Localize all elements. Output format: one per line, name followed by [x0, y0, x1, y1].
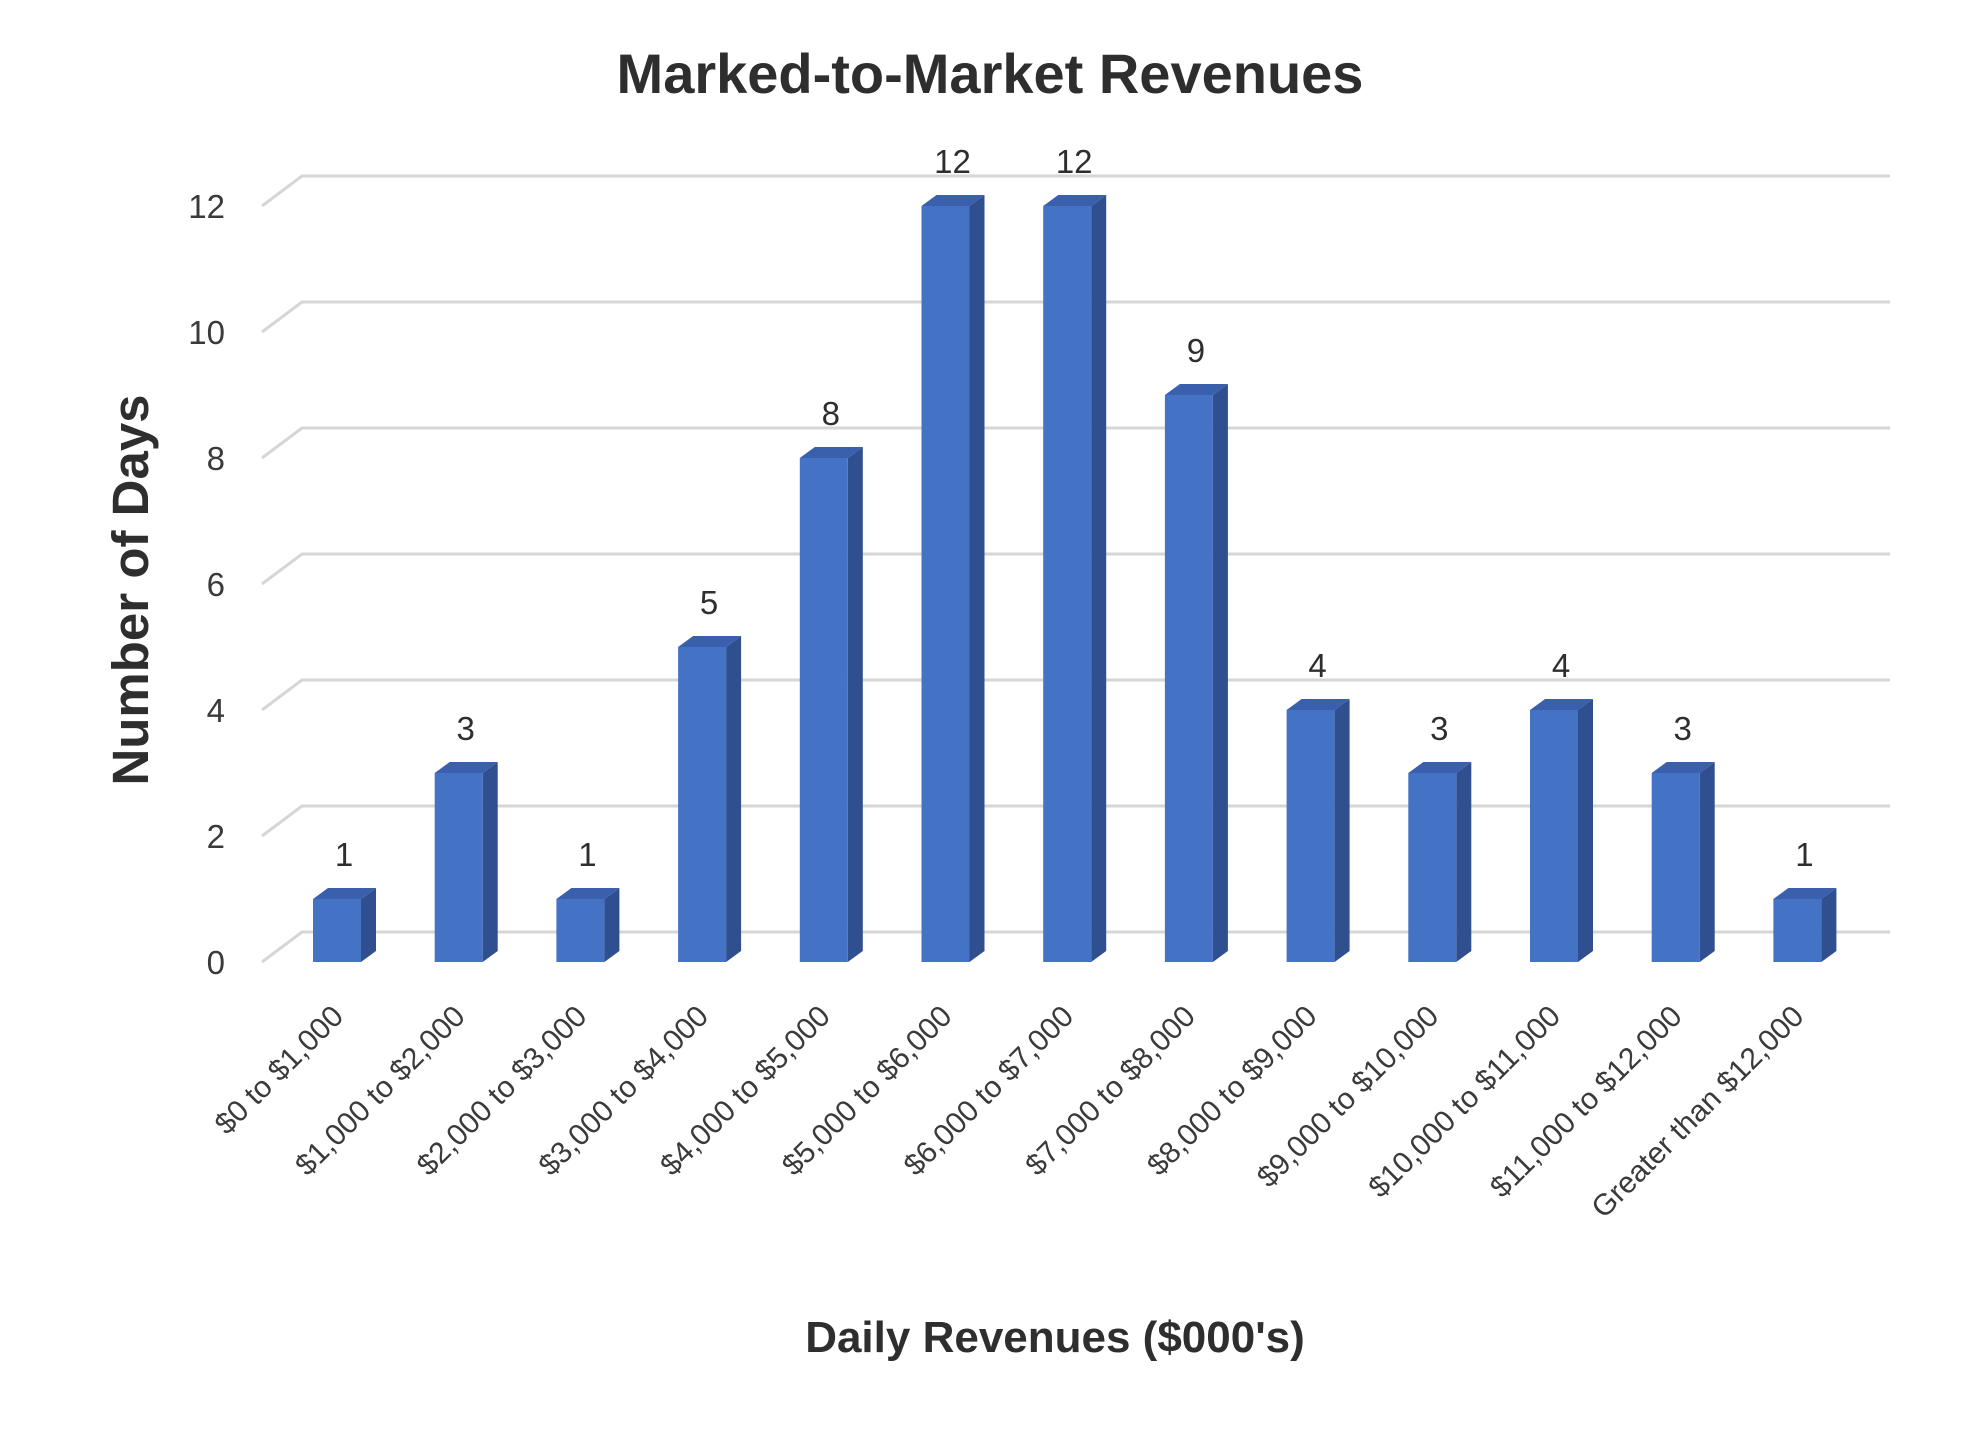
bar	[1651, 762, 1715, 962]
bar-side	[1212, 384, 1228, 962]
bar	[1530, 699, 1593, 962]
bar-side	[361, 888, 376, 962]
data-label: 1	[1795, 836, 1813, 873]
bar-side	[1091, 195, 1107, 962]
gridline	[261, 804, 1890, 838]
gridline	[261, 300, 1890, 334]
bar-front	[1773, 899, 1822, 962]
y-tick-label: 0	[207, 944, 225, 981]
bar-top	[678, 636, 742, 647]
data-label: 1	[335, 836, 353, 873]
bar	[434, 762, 498, 962]
y-tick-label: 4	[207, 692, 225, 729]
bar	[1773, 888, 1837, 962]
bar-front	[921, 206, 970, 962]
data-label: 3	[1674, 710, 1692, 747]
bar-front	[313, 899, 361, 962]
bar-front	[556, 899, 605, 962]
gridline	[261, 426, 1890, 460]
bar	[799, 447, 863, 962]
bar-top	[1651, 762, 1715, 773]
bar-top	[556, 888, 620, 899]
data-label: 3	[1430, 710, 1448, 747]
bar-side	[726, 636, 742, 962]
data-label: 8	[822, 395, 840, 432]
data-label: 3	[457, 710, 475, 747]
y-tick-label: 8	[207, 440, 225, 477]
bar-front	[1530, 710, 1578, 962]
data-label: 4	[1552, 647, 1570, 684]
y-tick-label: 2	[207, 818, 225, 855]
gridlines	[261, 174, 1890, 964]
bar-front	[1408, 773, 1457, 962]
data-label: 5	[700, 584, 718, 621]
bar-top	[799, 447, 863, 458]
bar-side	[1821, 888, 1837, 962]
bar-side	[847, 447, 863, 962]
bar-top	[1286, 699, 1350, 710]
bar-side	[482, 762, 498, 962]
bar-front	[1164, 395, 1213, 962]
bar	[1408, 762, 1472, 962]
bar-top	[434, 762, 498, 773]
bar-top	[1408, 762, 1472, 773]
bar-front	[1651, 773, 1700, 962]
bar	[1164, 384, 1228, 962]
x-tick-label: Greater than $12,000	[1585, 1000, 1810, 1225]
chart-title: Marked-to-Market Revenues	[617, 42, 1364, 105]
bar-side	[1456, 762, 1472, 962]
bar-side	[1578, 699, 1593, 962]
y-axis-ticks: 0 2 4 6 8 10 12	[188, 188, 225, 981]
data-label: 12	[1056, 143, 1093, 180]
bar	[1286, 699, 1350, 962]
y-tick-label: 12	[188, 188, 225, 225]
bar-side	[969, 195, 985, 962]
data-labels: 1 3 1 5 8 12 12 9 4 3 4 3 1	[335, 143, 1814, 873]
bar	[313, 888, 376, 962]
y-axis-title: Number of Days	[102, 394, 159, 785]
data-label: 9	[1187, 332, 1205, 369]
bar	[556, 888, 620, 962]
bar	[921, 195, 985, 962]
gridline	[261, 174, 1890, 208]
bar-top	[921, 195, 985, 206]
bar-top	[1530, 699, 1593, 710]
bar-side	[604, 888, 620, 962]
gridline	[261, 678, 1890, 712]
bar-front	[1043, 206, 1092, 962]
bar-front	[799, 458, 848, 962]
x-axis-title: Daily Revenues ($000's)	[805, 1313, 1305, 1362]
bar-top	[1773, 888, 1837, 899]
gridline	[261, 930, 1890, 964]
y-tick-label: 10	[188, 314, 225, 351]
data-label: 4	[1308, 647, 1326, 684]
bar-side	[1334, 699, 1350, 962]
bar-front	[434, 773, 483, 962]
bar-top	[1164, 384, 1228, 395]
bar-front	[1286, 710, 1335, 962]
bars	[313, 195, 1837, 962]
data-label: 1	[578, 836, 596, 873]
bar-top	[313, 888, 376, 899]
gridline	[261, 552, 1890, 586]
x-axis-categories: $0 to $1,000$1,000 to $2,000$2,000 to $3…	[209, 1000, 1811, 1225]
bar	[1043, 195, 1107, 962]
bar-side	[1699, 762, 1715, 962]
bar-top	[1043, 195, 1107, 206]
data-label: 12	[934, 143, 971, 180]
y-tick-label: 6	[207, 566, 225, 603]
bar	[678, 636, 742, 962]
bar-front	[678, 647, 727, 962]
